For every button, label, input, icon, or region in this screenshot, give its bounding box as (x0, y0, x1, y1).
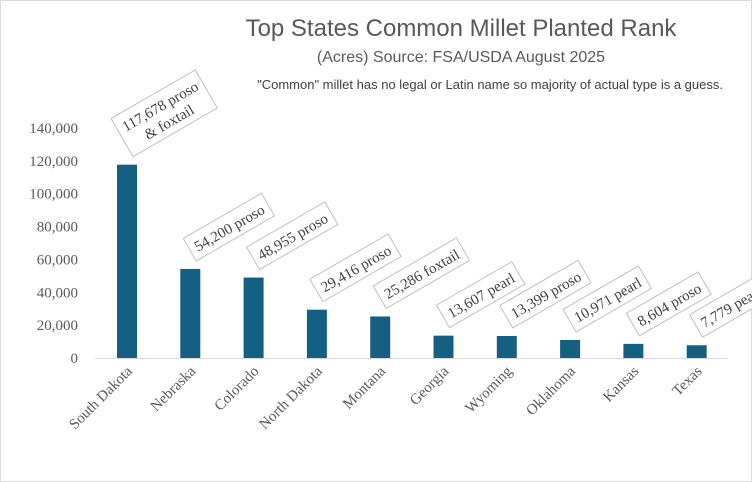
bar (117, 164, 137, 358)
data-label-box (435, 260, 526, 329)
y-tick-label: 100,000 (29, 187, 78, 203)
data-label-box (689, 274, 752, 338)
bar (180, 268, 201, 358)
data-label-box (309, 233, 402, 303)
x-tick-label: Texas (670, 363, 706, 399)
x-tick-label: Georgia (407, 363, 453, 409)
y-tick-label: 120,000 (29, 154, 78, 170)
bar (306, 309, 327, 358)
y-tick-label: 80,000 (37, 220, 78, 236)
data-label-box (625, 271, 712, 337)
data-label-box (562, 265, 653, 333)
data-label-box (182, 192, 276, 262)
data-label-box (499, 259, 592, 329)
bar (370, 316, 391, 358)
x-tick-label: Oklahoma (523, 363, 579, 419)
bar (243, 277, 264, 358)
x-tick-label: South Dakota (66, 363, 136, 433)
y-tick-label: 20,000 (37, 318, 78, 334)
bar (560, 339, 581, 358)
x-tick-label: Wyoming (463, 363, 516, 416)
bar (433, 335, 454, 358)
data-label-box (110, 69, 218, 158)
data-label-box (245, 201, 339, 271)
y-tick-label: 0 (71, 351, 79, 367)
chart-note: "Common" millet has no legal or Latin na… (257, 77, 723, 92)
chart-title: Top States Common Millet Planted Rank (245, 15, 677, 42)
x-tick-label: Colorado (212, 364, 263, 415)
x-tick-label: North Dakota (256, 363, 326, 433)
chart-subtitle: (Acres) Source: FSA/USDA August 2025 (316, 49, 606, 66)
x-tick-label: Kansas (600, 363, 642, 405)
data-label-box (372, 237, 471, 310)
y-tick-label: 60,000 (37, 252, 78, 268)
bar (496, 335, 517, 358)
bar (623, 343, 644, 358)
y-tick-label: 140,000 (29, 121, 78, 137)
x-tick-label: Montana (340, 363, 389, 412)
data-label: 117,678 proso& foxtail (110, 69, 218, 158)
y-tick-label: 40,000 (37, 285, 78, 301)
bar (686, 345, 707, 358)
x-tick-label: Nebraska (148, 363, 200, 415)
